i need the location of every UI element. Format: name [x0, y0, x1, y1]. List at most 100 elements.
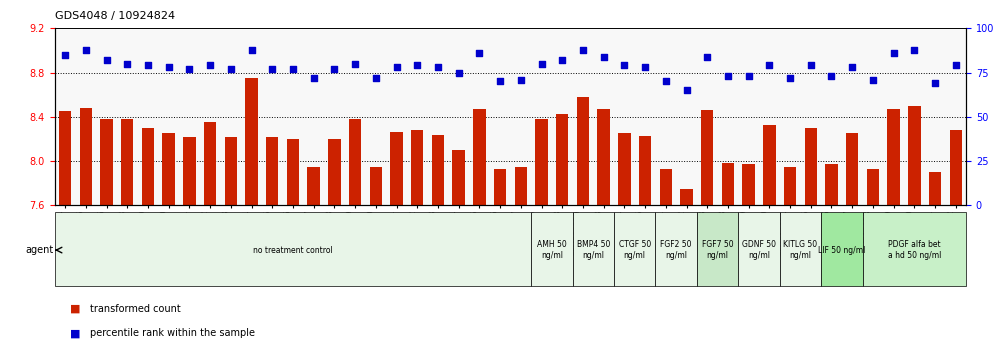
- Bar: [908, 106, 920, 205]
- Text: LIF 50 ng/ml: LIF 50 ng/ml: [818, 246, 866, 255]
- Point: [306, 75, 322, 81]
- Point: [761, 63, 777, 68]
- Point: [699, 54, 715, 59]
- Bar: [867, 169, 879, 205]
- Bar: [245, 78, 258, 205]
- Text: FGF7 50
ng/ml: FGF7 50 ng/ml: [702, 240, 733, 260]
- Bar: [805, 128, 817, 205]
- Text: percentile rank within the sample: percentile rank within the sample: [90, 328, 255, 338]
- Point: [327, 66, 343, 72]
- Point: [264, 66, 280, 72]
- Bar: [287, 139, 299, 205]
- Bar: [515, 167, 527, 205]
- Point: [348, 61, 364, 67]
- Point: [160, 64, 176, 70]
- Text: BMP4 50
ng/ml: BMP4 50 ng/ml: [577, 240, 610, 260]
- Point: [223, 66, 239, 72]
- Point: [948, 63, 964, 68]
- Bar: [225, 137, 237, 205]
- Point: [202, 63, 218, 68]
- Bar: [183, 137, 195, 205]
- FancyBboxPatch shape: [780, 212, 821, 286]
- Point: [471, 50, 487, 56]
- Point: [617, 63, 632, 68]
- Text: CTGF 50
ng/ml: CTGF 50 ng/ml: [619, 240, 650, 260]
- Point: [285, 66, 301, 72]
- Bar: [929, 172, 941, 205]
- Point: [803, 63, 819, 68]
- FancyBboxPatch shape: [738, 212, 780, 286]
- Bar: [577, 97, 590, 205]
- Bar: [473, 109, 486, 205]
- Bar: [556, 114, 569, 205]
- Text: transformed count: transformed count: [90, 303, 180, 314]
- Point: [906, 47, 922, 52]
- Point: [575, 47, 591, 52]
- Point: [865, 77, 880, 82]
- Point: [181, 66, 197, 72]
- Point: [637, 64, 653, 70]
- Point: [244, 47, 260, 52]
- Bar: [826, 164, 838, 205]
- Bar: [784, 167, 796, 205]
- Text: FGF2 50
ng/ml: FGF2 50 ng/ml: [660, 240, 692, 260]
- Bar: [431, 135, 444, 205]
- Bar: [619, 133, 630, 205]
- Bar: [659, 169, 672, 205]
- Bar: [846, 133, 859, 205]
- FancyBboxPatch shape: [614, 212, 655, 286]
- Text: PDGF alfa bet
a hd 50 ng/ml: PDGF alfa bet a hd 50 ng/ml: [887, 240, 941, 260]
- Bar: [598, 109, 610, 205]
- Bar: [349, 119, 362, 205]
- Point: [782, 75, 798, 81]
- Text: GDNF 50
ng/ml: GDNF 50 ng/ml: [742, 240, 776, 260]
- Point: [57, 52, 73, 58]
- Bar: [141, 128, 154, 205]
- Bar: [101, 119, 113, 205]
- Bar: [204, 122, 216, 205]
- Point: [678, 87, 694, 93]
- FancyBboxPatch shape: [531, 212, 573, 286]
- Point: [120, 61, 135, 67]
- Point: [430, 64, 446, 70]
- Bar: [763, 125, 776, 205]
- Bar: [162, 133, 175, 205]
- Point: [885, 50, 901, 56]
- Point: [99, 57, 115, 63]
- FancyBboxPatch shape: [863, 212, 966, 286]
- Bar: [266, 137, 279, 205]
- Bar: [722, 163, 734, 205]
- Text: KITLG 50
ng/ml: KITLG 50 ng/ml: [784, 240, 818, 260]
- Bar: [122, 119, 133, 205]
- Bar: [308, 167, 320, 205]
- Point: [388, 64, 404, 70]
- Point: [409, 63, 425, 68]
- Point: [596, 54, 612, 59]
- Bar: [390, 132, 402, 205]
- FancyBboxPatch shape: [821, 212, 863, 286]
- Text: AMH 50
ng/ml: AMH 50 ng/ml: [537, 240, 567, 260]
- Point: [140, 63, 156, 68]
- Point: [534, 61, 550, 67]
- Bar: [680, 189, 693, 205]
- Bar: [59, 111, 72, 205]
- Bar: [949, 130, 962, 205]
- Point: [845, 64, 861, 70]
- FancyBboxPatch shape: [655, 212, 697, 286]
- Text: no treatment control: no treatment control: [253, 246, 333, 255]
- Point: [78, 47, 94, 52]
- Bar: [452, 150, 465, 205]
- Bar: [887, 109, 899, 205]
- FancyBboxPatch shape: [573, 212, 614, 286]
- Point: [554, 57, 570, 63]
- Text: GDS4048 / 10924824: GDS4048 / 10924824: [55, 11, 175, 21]
- Point: [492, 79, 508, 84]
- Point: [824, 73, 840, 79]
- Bar: [742, 164, 755, 205]
- Bar: [701, 110, 713, 205]
- Bar: [411, 130, 423, 205]
- Bar: [638, 136, 651, 205]
- FancyBboxPatch shape: [697, 212, 738, 286]
- Text: ■: ■: [70, 328, 81, 338]
- Bar: [494, 169, 506, 205]
